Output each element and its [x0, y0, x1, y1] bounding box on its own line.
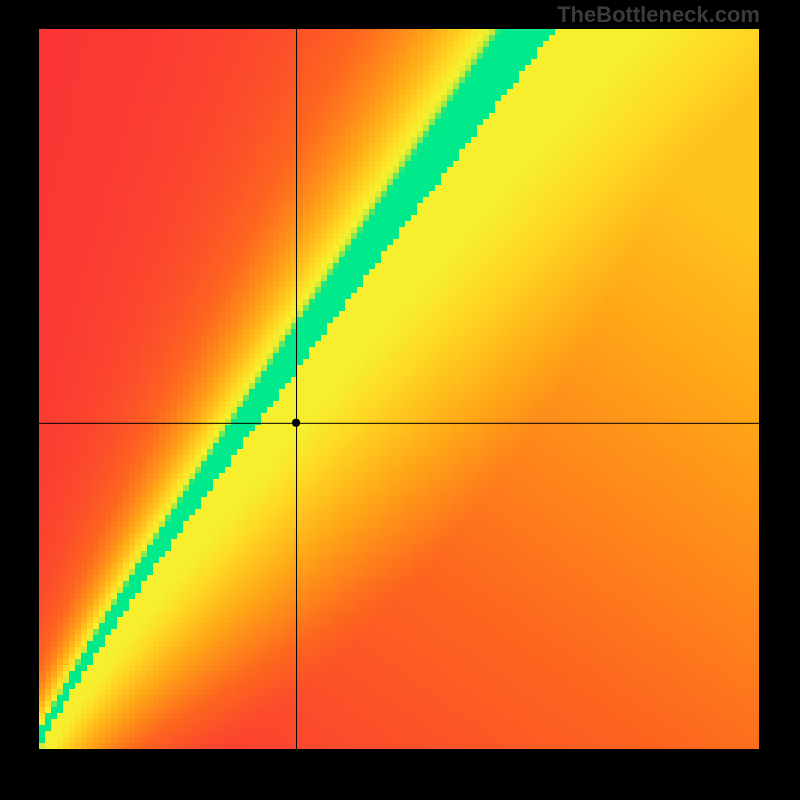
heatmap-canvas: [39, 29, 759, 749]
chart-container: TheBottleneck.com: [0, 0, 800, 800]
watermark-text: TheBottleneck.com: [557, 2, 760, 28]
